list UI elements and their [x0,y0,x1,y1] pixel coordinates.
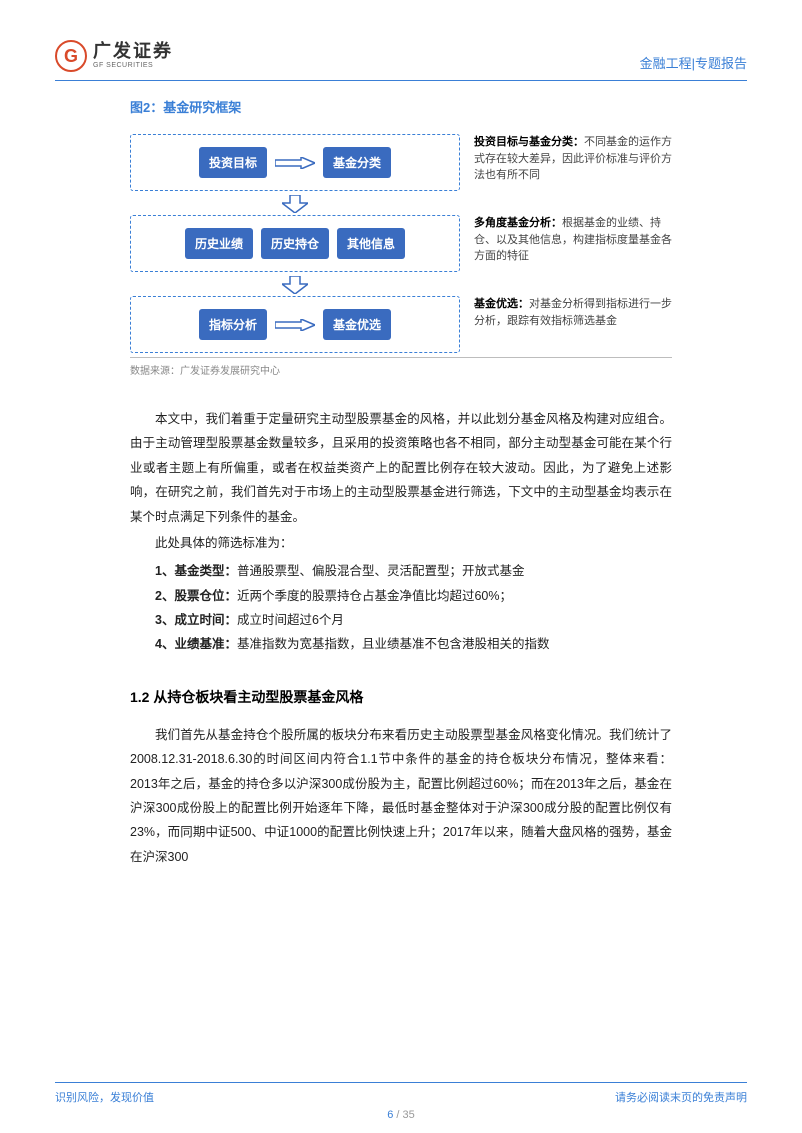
criteria-item: 1、基金类型：普通股票型、偏股混合型、灵活配置型；开放式基金 [130,559,672,583]
stage-box-3: 指标分析 基金优选 [130,296,460,353]
arrow-right-icon [275,157,315,169]
criteria-list: 1、基金类型：普通股票型、偏股混合型、灵活配置型；开放式基金 2、股票仓位：近两… [130,559,672,657]
criteria-key: 2、股票仓位： [155,589,237,603]
footer-right: 请务必阅读末页的免责声明 [615,1089,747,1105]
criteria-value: 基准指数为宽基指数，且业绩基准不包含港股相关的指数 [237,637,550,651]
stage-box-2: 历史业绩 历史持仓 其他信息 [130,215,460,272]
page-number: 6 / 35 [0,1109,802,1121]
page-footer: 识别风险，发现价值 请务必阅读末页的免责声明 [55,1082,747,1105]
stage-3-note-title: 基金优选： [474,298,529,310]
stage-2-note-title: 多角度基金分析： [474,217,562,229]
node-historical-performance: 历史业绩 [185,228,253,259]
node-indicator-analysis: 指标分析 [199,309,267,340]
criteria-value: 近两个季度的股票持仓占基金净值比均超过60%； [237,589,512,603]
figure-source: 数据来源：广发证券发展研究中心 [130,357,672,377]
figure-diagram: 投资目标 基金分类 投资目标与基金分类：不同基金的运作方式存在较大差异，因此评价… [130,126,672,383]
stage-1-note-title: 投资目标与基金分类： [474,136,584,148]
logo-icon: G [55,40,87,72]
content: 图2：基金研究框架 投资目标 基金分类 投资目标与基金分类：不同基金的运作方式存… [55,81,747,869]
criteria-key: 4、业绩基准： [155,637,237,651]
criteria-key: 3、成立时间： [155,613,237,627]
node-fund-classification: 基金分类 [323,147,391,178]
section-body: 我们首先从基金持仓个股所属的板块分布来看历史主动股票型基金风格变化情况。我们统计… [130,723,672,869]
page-sep: / [393,1109,402,1121]
logo-cn: 广发证券 [93,42,173,62]
node-invest-objective: 投资目标 [199,147,267,178]
page-header: G 广发证券 GF SECURITIES 金融工程|专题报告 [55,40,747,81]
stage-3-note: 基金优选：对基金分析得到指标进行一步分析，跟踪有效指标筛选基金 [474,296,672,329]
section-heading: 1.2 从持仓板块看主动型股票基金风格 [130,687,672,707]
body-p1: 本文中，我们着重于定量研究主动型股票基金的风格，并以此划分基金风格及构建对应组合… [130,407,672,529]
criteria-value: 成立时间超过6个月 [237,613,344,627]
node-historical-holdings: 历史持仓 [261,228,329,259]
page-total: 35 [403,1109,415,1121]
stage-1-note: 投资目标与基金分类：不同基金的运作方式存在较大差异，因此评价标准与评价方法也有所… [474,134,672,184]
footer-left: 识别风险，发现价值 [55,1089,154,1105]
body-text: 本文中，我们着重于定量研究主动型股票基金的风格，并以此划分基金风格及构建对应组合… [130,407,672,555]
figure-caption: 图2：基金研究框架 [130,97,672,116]
criteria-item: 4、业绩基准：基准指数为宽基指数，且业绩基准不包含港股相关的指数 [130,632,672,656]
arrow-right-icon [275,319,315,331]
arrow-down-icon [130,195,460,213]
header-category: 金融工程|专题报告 [640,53,747,72]
criteria-item: 3、成立时间：成立时间超过6个月 [130,608,672,632]
logo-text: 广发证券 GF SECURITIES [93,42,173,69]
body-p2: 此处具体的筛选标准为： [130,531,672,555]
diagram-stage-3: 指标分析 基金优选 基金优选：对基金分析得到指标进行一步分析，跟踪有效指标筛选基… [130,296,672,353]
diagram-stage-2: 历史业绩 历史持仓 其他信息 多角度基金分析：根据基金的业绩、持仓、以及其他信息… [130,215,672,272]
logo-en: GF SECURITIES [93,62,173,70]
criteria-item: 2、股票仓位：近两个季度的股票持仓占基金净值比均超过60%； [130,584,672,608]
criteria-value: 普通股票型、偏股混合型、灵活配置型；开放式基金 [237,564,525,578]
node-other-info: 其他信息 [337,228,405,259]
diagram-stage-1: 投资目标 基金分类 投资目标与基金分类：不同基金的运作方式存在较大差异，因此评价… [130,134,672,191]
section-p: 我们首先从基金持仓个股所属的板块分布来看历史主动股票型基金风格变化情况。我们统计… [130,723,672,869]
criteria-key: 1、基金类型： [155,564,237,578]
stage-box-1: 投资目标 基金分类 [130,134,460,191]
node-fund-selection: 基金优选 [323,309,391,340]
stage-2-note: 多角度基金分析：根据基金的业绩、持仓、以及其他信息，构建指标度量基金各方面的特征 [474,215,672,265]
logo: G 广发证券 GF SECURITIES [55,40,173,72]
arrow-down-icon [130,276,460,294]
